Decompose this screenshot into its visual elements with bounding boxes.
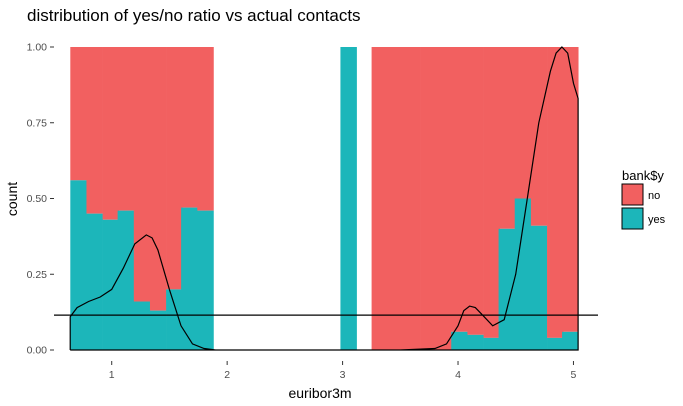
x-tick-label-3: 4 [455, 369, 461, 381]
bar-no-8 [197, 47, 214, 211]
y-tick-label-4: 1.00 [27, 42, 48, 54]
bar-no-4 [133, 47, 151, 302]
bar-no-16 [467, 47, 484, 335]
bar-no-14 [435, 47, 452, 350]
chart-title: distribution of yes/no ratio vs actual c… [27, 6, 361, 25]
bar-yes-2 [102, 219, 120, 350]
y-tick-label-2: 0.50 [27, 193, 48, 205]
bar-yes-0 [70, 180, 87, 350]
bar-no-11 [387, 47, 405, 350]
x-tick-label-0: 1 [109, 369, 115, 381]
x-tick-label-2: 3 [340, 369, 346, 381]
bar-no-19 [514, 47, 532, 199]
x-axis-title: euribor3m [288, 385, 351, 401]
bar-no-1 [86, 47, 103, 214]
bar-no-21 [547, 47, 564, 338]
legend-key-yes [621, 207, 644, 230]
bar-yes-21 [547, 337, 564, 350]
x-tick-label-4: 5 [571, 369, 577, 381]
bar-yes-4 [133, 301, 151, 350]
bar-no-7 [181, 47, 198, 208]
bar-no-13 [420, 47, 437, 350]
y-tick-label-0: 0.00 [27, 345, 48, 357]
bar-yes-16 [467, 334, 484, 350]
bar-yes-18 [498, 228, 516, 350]
bar-no-22 [562, 47, 579, 332]
bar-no-2 [102, 47, 120, 220]
bar-yes-22 [562, 331, 579, 350]
bar-yes-7 [181, 207, 198, 350]
legend-label-no: no [648, 190, 660, 202]
bar-no-15 [451, 47, 468, 332]
bar-no-5 [149, 47, 167, 311]
y-tick-label-1: 0.25 [27, 269, 48, 281]
plot-area [54, 46, 598, 351]
bar-no-0 [70, 47, 87, 181]
x-tick-label-1: 2 [224, 369, 230, 381]
bar-no-12 [403, 47, 421, 350]
legend-label-yes: yes [648, 214, 666, 226]
y-axis-title: count [4, 182, 20, 216]
legend-title: bank$y [622, 168, 664, 183]
bar-no-10 [371, 47, 389, 350]
y-tick-label-3: 0.75 [27, 117, 48, 129]
bar-yes-3 [117, 210, 135, 350]
legend: bank$y no yes [621, 168, 666, 230]
bar-yes-15 [451, 331, 468, 350]
density-curve [69, 46, 579, 351]
bar-yes-8 [197, 210, 214, 350]
bar-no-17 [483, 47, 501, 338]
bar-yes-20 [530, 225, 548, 350]
legend-key-no [621, 183, 644, 206]
bar-no-18 [498, 47, 516, 229]
bar-yes-17 [483, 337, 501, 350]
bar-yes-9 [340, 47, 357, 350]
y-axis: 0.00 0.25 0.50 0.75 1.00 [27, 42, 54, 357]
bar-no-6 [166, 47, 183, 290]
bar-yes-6 [166, 289, 183, 350]
x-axis: 1 2 3 4 5 [109, 361, 577, 381]
bar-no-20 [530, 47, 548, 226]
bar-yes-19 [514, 198, 532, 350]
bar-yes-1 [86, 213, 103, 350]
bar-no-3 [117, 47, 135, 211]
bar-yes-5 [149, 310, 167, 350]
